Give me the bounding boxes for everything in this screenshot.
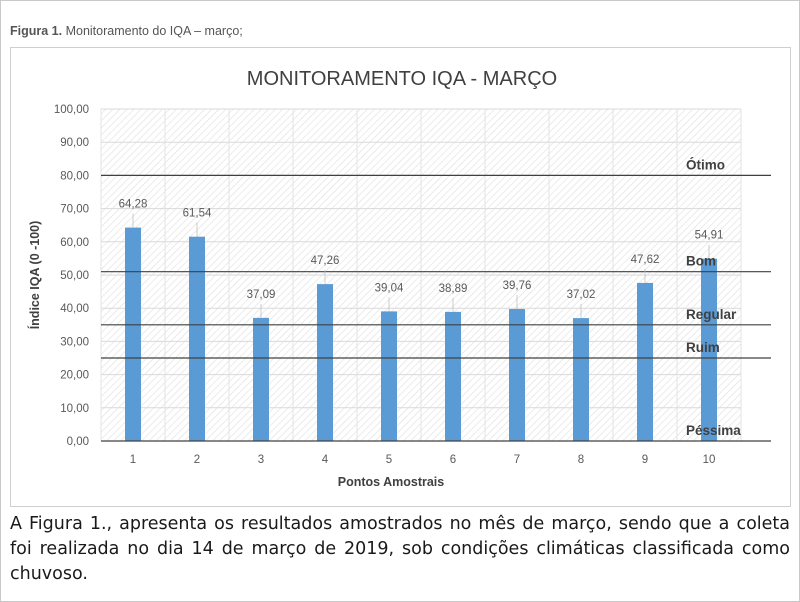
value-label: 47,62 — [631, 254, 660, 266]
body-paragraph: A Figura 1., apresenta os resultados amo… — [10, 514, 790, 584]
x-tick-label: 1 — [130, 454, 136, 466]
x-tick-label: 2 — [194, 454, 200, 466]
bar — [381, 311, 397, 441]
value-label: 61,54 — [183, 208, 212, 220]
x-tick-label: 4 — [322, 454, 329, 466]
x-tick-labels: 1 2 3 4 5 6 7 8 9 10 — [130, 454, 716, 466]
chart-title: MONITORAMENTO IQA - MARÇO — [247, 68, 557, 90]
bar — [253, 317, 269, 441]
reference-line-label: Regular — [686, 307, 737, 322]
bar — [509, 308, 525, 441]
chart-container: Ótimo Bom Regular Ruim Péssima 0,00 10,00 20,0… — [10, 47, 791, 507]
y-axis-label: Índice IQA (0 -100) — [27, 221, 42, 330]
value-label: 39,76 — [503, 280, 532, 292]
x-tick-label: 7 — [514, 454, 520, 466]
value-label: 38,89 — [439, 283, 468, 295]
y-tick-label: 20,00 — [60, 370, 89, 382]
x-axis-label: Pontos Amostrais — [338, 475, 445, 489]
x-tick-label: 3 — [258, 454, 264, 466]
figure-caption: Figura 1. Monitoramento do IQA – março; — [10, 24, 243, 38]
bar — [701, 258, 717, 441]
x-tick-label: 6 — [450, 454, 456, 466]
x-tick-label: 5 — [386, 454, 392, 466]
figure-caption-text: Monitoramento do IQA – março; — [65, 24, 243, 38]
value-label: 37,09 — [247, 289, 276, 301]
bar — [445, 311, 461, 441]
x-tick-label: 10 — [703, 454, 716, 466]
reference-line-label: Bom — [686, 254, 716, 269]
y-tick-label: 0,00 — [67, 436, 89, 448]
bar — [125, 227, 141, 441]
bar — [317, 284, 333, 441]
reference-line-label: Péssima — [686, 423, 741, 438]
value-label: 39,04 — [375, 282, 404, 294]
reference-lines: Ótimo Bom Regular Ruim Péssima — [101, 157, 771, 442]
value-label: 64,28 — [119, 199, 148, 211]
reference-line-label: Ruim — [686, 340, 720, 355]
y-tick-labels: 0,00 10,00 20,00 30,00 40,00 50,00 60,00 70,00 8… — [54, 104, 89, 448]
gridlines — [100, 108, 742, 442]
bar — [189, 236, 205, 441]
x-tick-label: 8 — [578, 454, 584, 466]
value-label: 54,91 — [695, 230, 724, 242]
y-tick-label: 40,00 — [60, 303, 89, 315]
y-tick-label: 50,00 — [60, 270, 89, 282]
y-tick-label: 30,00 — [60, 336, 89, 348]
bars — [125, 227, 717, 441]
value-label: 37,02 — [567, 289, 596, 301]
x-tick-label: 9 — [642, 454, 648, 466]
y-tick-label: 90,00 — [60, 137, 89, 149]
y-tick-label: 100,00 — [54, 104, 89, 116]
y-tick-label: 10,00 — [60, 403, 89, 415]
bar — [637, 282, 653, 441]
y-tick-label: 60,00 — [60, 237, 89, 249]
figure-caption-label: Figura 1. — [10, 24, 63, 38]
y-tick-label: 80,00 — [60, 170, 89, 182]
y-tick-label: 70,00 — [60, 204, 89, 216]
bar — [573, 318, 589, 441]
reference-line-label: Ótimo — [686, 157, 725, 172]
value-labels: 64,28 61,54 37,09 47,26 39,04 38,89 39,76 37,02… — [119, 199, 724, 319]
value-label: 47,26 — [311, 255, 340, 267]
